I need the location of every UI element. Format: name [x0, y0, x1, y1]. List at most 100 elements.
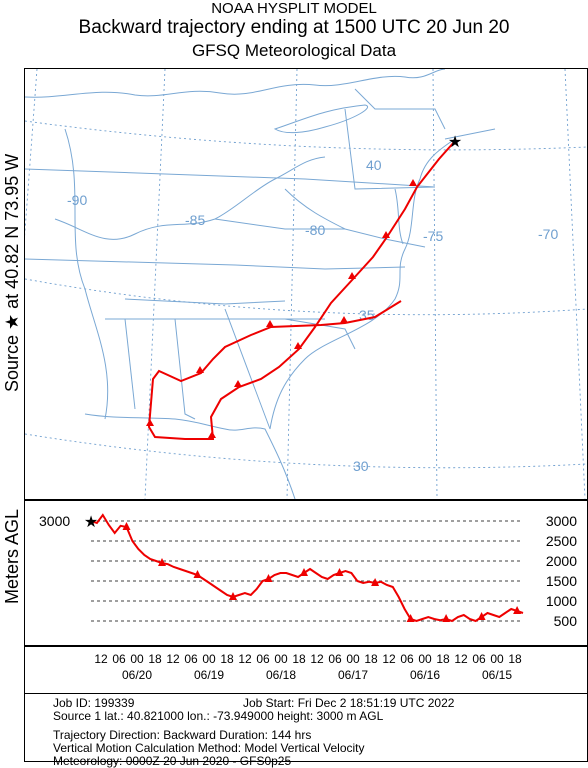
trajectory-marker: [340, 316, 348, 323]
ohio-river: [54, 156, 326, 240]
job-start: Job Start: Fri Dec 2 18:51:19 UTC 2022: [243, 696, 455, 710]
meteorology-title: GFSQ Meteorological Data: [191, 41, 397, 60]
great-lakes-shore: [24, 68, 446, 98]
trajectory-marker: [208, 431, 216, 438]
trajectory-title: Backward trajectory ending at 1500 UTC 2…: [78, 17, 510, 38]
model-title: NOAA HYSPLIT MODEL: [211, 0, 377, 17]
height-marker: [300, 568, 308, 576]
source-info: Source 1 lat.: 40.821000 lon.: -73.94900…: [53, 709, 384, 723]
hour-tick-label: 12: [382, 652, 396, 666]
hour-tick-label: 00: [490, 652, 504, 666]
meteorology-info: Meteorology: 0000Z 20 Jun 2020 - GFS0p25: [53, 754, 292, 768]
height-plot: 3000 3000 2500 2000 1500 1000 500 ★: [39, 513, 577, 629]
trajectory-path: [147, 140, 456, 440]
state-line-ny: [354, 88, 446, 130]
height-marker: [406, 614, 415, 622]
trajectory-direction: Trajectory Direction: Backward Duration:…: [53, 728, 312, 742]
height-tick-labels: 3000 2500 2000 1500 1000 500: [546, 513, 577, 629]
hour-tick-label: 06: [472, 652, 486, 666]
mississippi-river: [64, 128, 109, 420]
hour-tick-label: 06: [328, 652, 342, 666]
lat-lon-grid: [4, 68, 588, 500]
trajectory-marker: [146, 419, 154, 426]
hour-tick-label: 12: [454, 652, 468, 666]
atlantic-coast: [269, 138, 456, 430]
state-line-north: [24, 168, 436, 188]
date-tick-label: 06/16: [410, 668, 440, 682]
map-panel: -90 -85 -80 -75 -70 40 35 30 ★: [4, 68, 588, 500]
hour-tick-label: 18: [292, 652, 306, 666]
height-tick-label: 1000: [546, 593, 577, 609]
hour-tick-label: 00: [202, 652, 216, 666]
height-series-line: [90, 513, 524, 623]
hour-tick-label: 12: [166, 652, 180, 666]
lat-label-30: 30: [353, 458, 369, 474]
height-tick-label: 1500: [546, 573, 577, 589]
state-line-ga: [224, 308, 271, 430]
height-marker: [513, 606, 522, 614]
trajectory-map: -90 -85 -80 -75 -70 40 35 30 ★: [4, 68, 588, 500]
hour-tick-label: 06: [256, 652, 270, 666]
source-star-icon: ★: [448, 134, 462, 151]
height-marker: [477, 612, 486, 620]
hour-tick-label: 00: [346, 652, 360, 666]
height-markers: [122, 522, 522, 622]
lon-label-70: -70: [538, 226, 558, 242]
trajectory-line: [147, 140, 456, 440]
state-line-al: [174, 318, 196, 420]
height-plot-panel: 3000 3000 2500 2000 1500 1000 500 ★: [24, 500, 588, 646]
lon-label-85: -85: [185, 212, 205, 228]
time-axis: 12 06 00 18 12 06 00 18 12 06 00 18 12 06 00 18 12 06 00 18…: [94, 652, 522, 682]
date-tick-label: 06/19: [194, 668, 224, 682]
state-line-pa: [344, 108, 436, 190]
hour-tick-labels: 12 06 00 18 12 06 00 18 12 06 00 18 12 06 00 18 12 06 00 18…: [94, 652, 522, 666]
height-marker: [335, 568, 344, 576]
trajectory-marker: [348, 272, 356, 279]
height-marker: [193, 570, 202, 578]
height-marker: [442, 614, 451, 622]
lake-erie: [273, 104, 368, 134]
source-location-label: Source ★ at 40.82 N 73.95 W: [2, 153, 22, 392]
lon-label-90: -90: [67, 192, 87, 208]
hour-tick-label: 18: [364, 652, 378, 666]
info-divider: [25, 693, 587, 694]
date-tick-labels: 06/20 06/19 06/18 06/17 06/16 06/15: [122, 668, 512, 682]
lat-35-line: [24, 278, 588, 316]
date-tick-label: 06/18: [266, 668, 296, 682]
lat-30-line: [24, 433, 588, 469]
hour-tick-label: 00: [274, 652, 288, 666]
trajectory-marker: [234, 380, 242, 387]
start-height-label: 3000: [39, 513, 70, 529]
trajectory-marker: [294, 342, 302, 349]
hour-tick-label: 06: [112, 652, 126, 666]
height-tick-label: 3000: [546, 513, 577, 529]
state-line-wv: [284, 188, 346, 230]
height-tick-label: 500: [554, 613, 578, 629]
state-boundaries: [24, 68, 496, 500]
height-start-star-icon: ★: [84, 514, 98, 531]
lat-label-40: 40: [366, 157, 382, 173]
lon-70-line: [564, 68, 586, 500]
state-line-mid: [24, 258, 406, 270]
trajectory-marker: [196, 366, 204, 373]
hour-tick-label: 12: [94, 652, 108, 666]
lon-80-line: [286, 68, 298, 500]
height-marker: [122, 522, 131, 530]
hour-tick-label: 18: [148, 652, 162, 666]
vertical-motion-method: Vertical Motion Calculation Method: Mode…: [53, 741, 365, 755]
gulf-coast: [84, 413, 296, 500]
hour-tick-label: 06: [400, 652, 414, 666]
trajectory-markers: [146, 179, 417, 438]
height-marker: [158, 558, 166, 566]
date-tick-label: 06/17: [338, 668, 368, 682]
state-line-sc: [284, 318, 356, 350]
hour-tick-label: 18: [436, 652, 450, 666]
state-line-tn: [124, 298, 286, 305]
long-island: [444, 128, 496, 140]
hour-tick-label: 06: [184, 652, 198, 666]
hour-tick-label: 18: [220, 652, 234, 666]
trajectory-marker: [266, 320, 274, 327]
hour-tick-label: 18: [508, 652, 522, 666]
job-id: Job ID: 199339: [53, 696, 135, 710]
trajectory-marker: [409, 179, 417, 186]
